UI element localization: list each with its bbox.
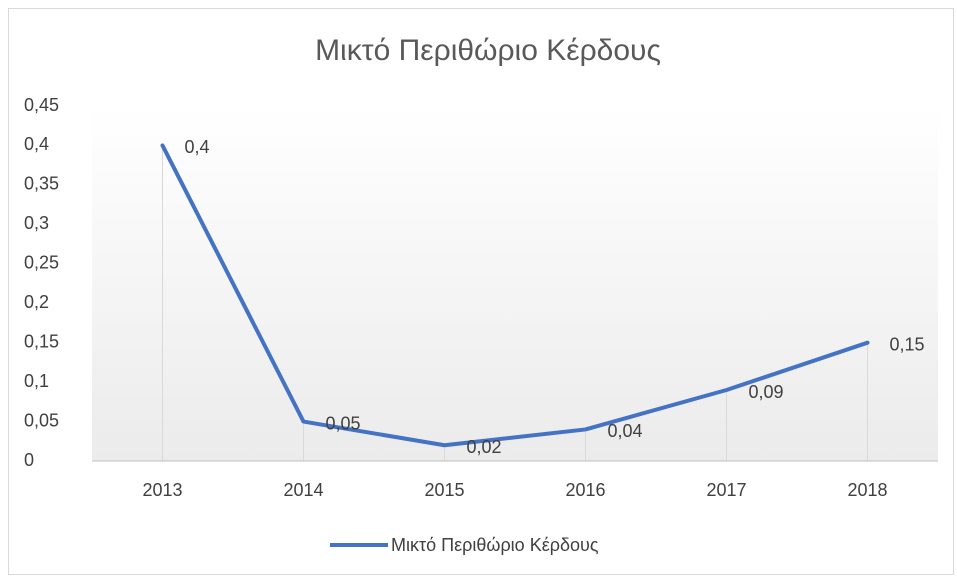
x-tick-label: 2017 — [706, 480, 746, 500]
x-tick-label: 2016 — [565, 480, 605, 500]
data-line — [160, 143, 870, 448]
y-tick-label: 0 — [24, 450, 34, 470]
plot-area — [92, 106, 938, 461]
y-tick-label: 0,3 — [24, 213, 49, 233]
y-tick-label: 0,1 — [24, 371, 49, 391]
y-tick-label: 0,2 — [24, 292, 49, 312]
data-label: 0,04 — [608, 421, 643, 441]
data-label: 0,02 — [467, 437, 502, 457]
x-tick-label: 2014 — [283, 480, 323, 500]
x-tick-label: 2015 — [424, 480, 464, 500]
data-label: 0,09 — [749, 382, 784, 402]
y-tick-label: 0,25 — [24, 253, 59, 273]
chart-title: Μικτό Περιθώριο Κέρδους — [315, 34, 661, 67]
data-label: 0,05 — [326, 413, 361, 433]
data-label: 0,15 — [890, 334, 925, 354]
x-tick-label: 2013 — [142, 480, 182, 500]
x-tick-label: 2018 — [847, 480, 887, 500]
y-tick-label: 0,05 — [24, 410, 59, 430]
y-tick-label: 0,45 — [24, 95, 59, 115]
legend-label: Μικτό Περιθώριο Κέρδους — [391, 535, 599, 555]
data-label: 0,4 — [185, 137, 210, 157]
y-tick-label: 0,4 — [24, 134, 49, 154]
y-tick-label: 0,15 — [24, 331, 59, 351]
y-tick-label: 0,35 — [24, 174, 59, 194]
